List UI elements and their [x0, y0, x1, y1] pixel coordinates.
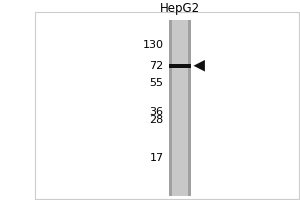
Polygon shape — [194, 60, 205, 72]
Text: HepG2: HepG2 — [160, 2, 200, 15]
Text: 17: 17 — [149, 153, 164, 163]
Text: 28: 28 — [149, 115, 164, 125]
Text: 72: 72 — [149, 61, 164, 71]
Bar — [188, 20, 190, 196]
Text: 55: 55 — [149, 78, 164, 88]
Bar — [169, 20, 190, 196]
Bar — [169, 20, 172, 196]
Bar — [169, 64, 190, 68]
Text: 130: 130 — [142, 40, 164, 50]
Text: 36: 36 — [149, 107, 164, 117]
Bar — [34, 12, 298, 199]
